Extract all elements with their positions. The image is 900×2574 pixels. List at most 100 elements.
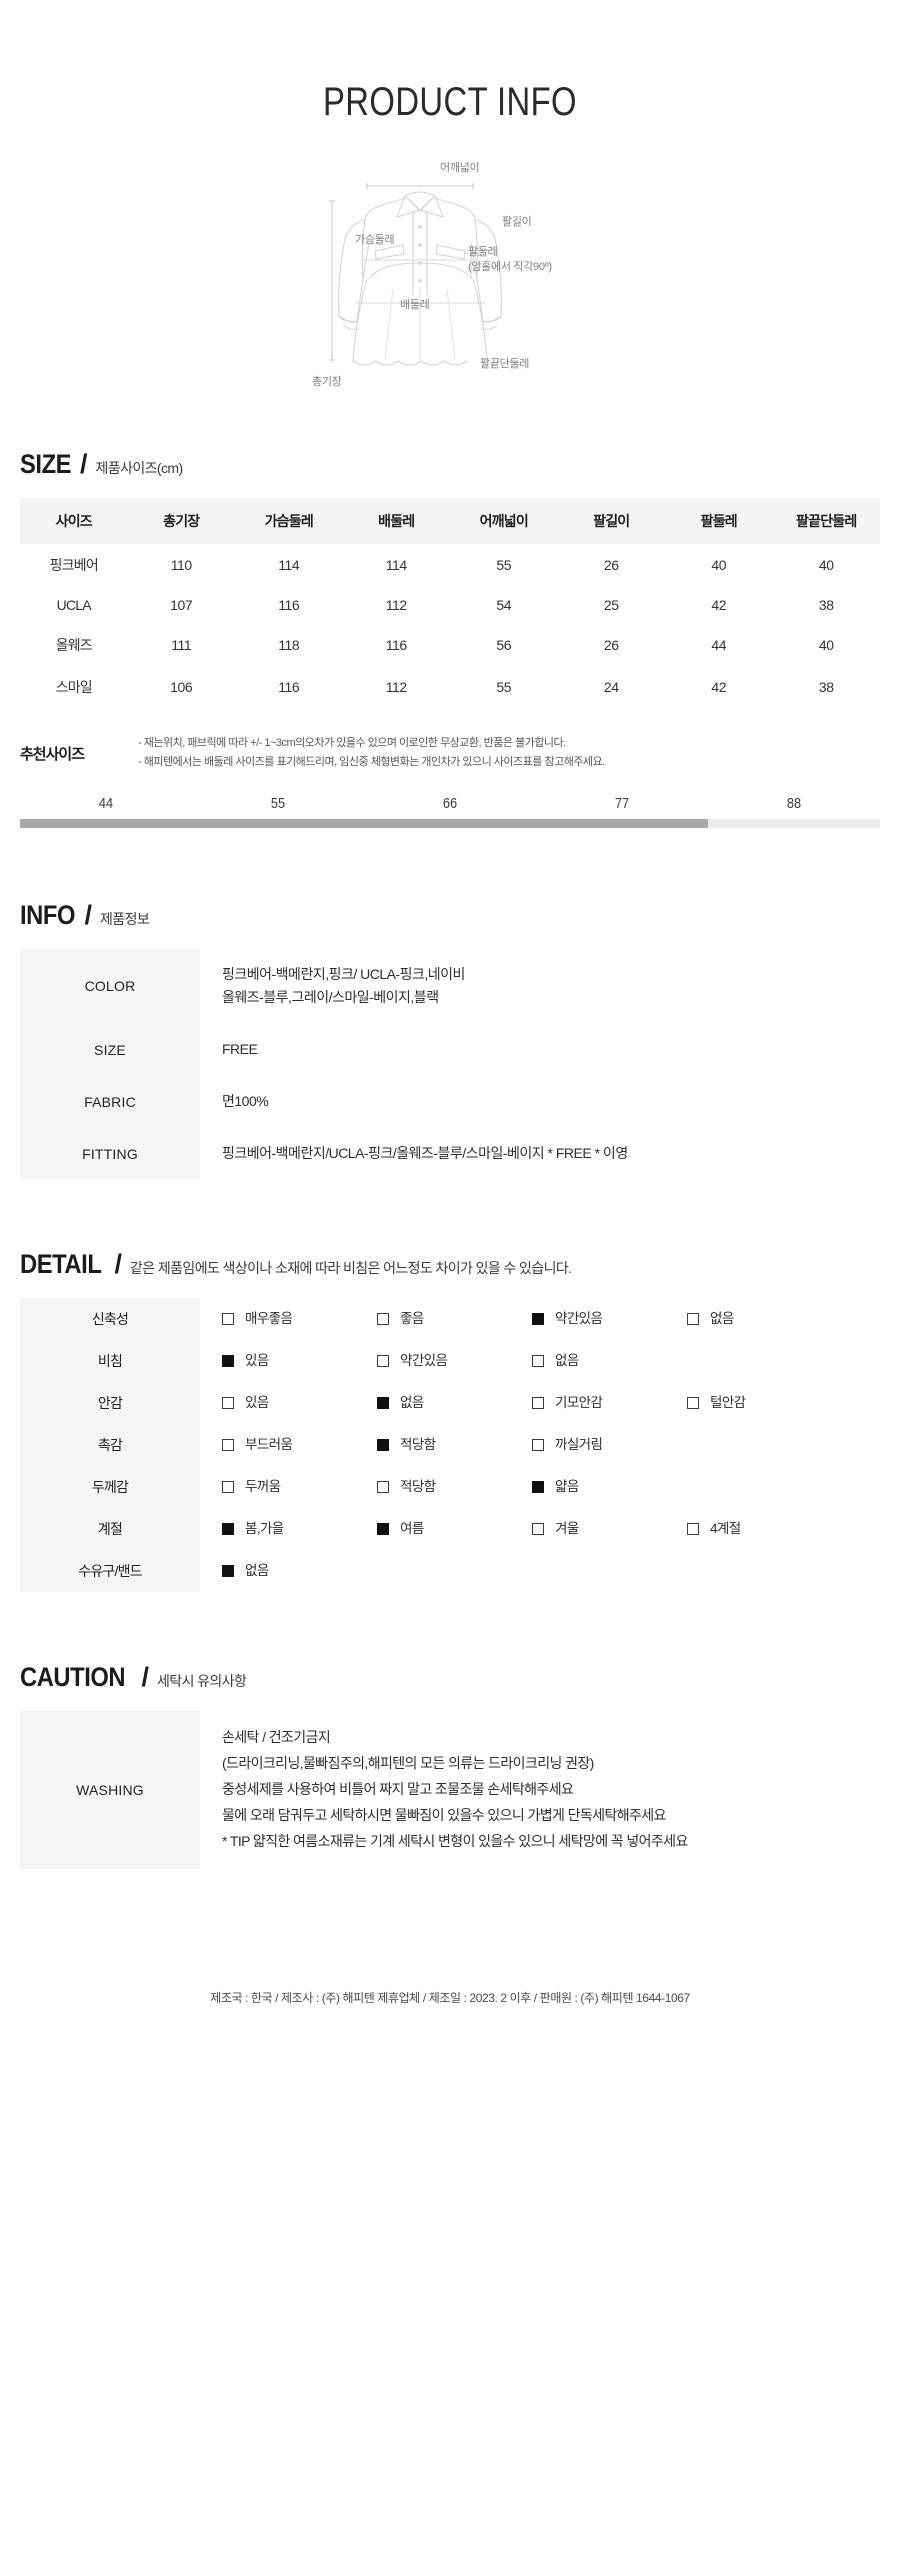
detail-row-options: 부드러움 적당함 까실거림 [200,1424,880,1466]
size-column-header: 팔길이 [557,498,665,544]
detail-option[interactable]: 얇음 [532,1476,687,1499]
detail-option[interactable]: 매우좋음 [222,1308,377,1331]
recommended-size-note: - 해피텐에서는 배둘레 사이즈를 표기해드리며, 임신중 체형변화는 개인차가… [138,756,605,769]
option-group: 두꺼움 적당함 얇음 [222,1476,880,1499]
checkbox-icon[interactable] [532,1439,544,1452]
checkbox-icon[interactable] [532,1397,544,1410]
checkbox-checked-icon[interactable] [532,1313,544,1326]
detail-option[interactable]: 까실거림 [532,1434,687,1457]
detail-option[interactable]: 약간있음 [377,1350,532,1373]
checkbox-icon[interactable] [222,1313,234,1326]
detail-option[interactable]: 기모안감 [532,1392,687,1415]
detail-option[interactable]: 없음 [687,1308,842,1331]
detail-option-label: 매우좋음 [245,1311,293,1327]
detail-option[interactable]: 털안감 [687,1392,842,1415]
size-scale-segment[interactable] [536,818,708,828]
detail-option[interactable]: 4계절 [687,1518,842,1541]
size-scale-segment[interactable] [364,818,536,828]
option-group: 있음 약간있음 없음 [222,1350,880,1373]
table-row: 비침 있음 약간있음 없음 [20,1340,880,1383]
table-row: FITTING 핑크베어-백메란지/UCLA-핑크/올웨즈-블루/스마일-베이지 … [20,1127,880,1180]
product-info-page: PRODUCT INFO [0,80,900,2005]
size-scale-segment[interactable] [20,818,192,828]
detail-option[interactable]: 두꺼움 [222,1476,377,1499]
checkbox-icon[interactable] [532,1355,544,1368]
size-cell: 55 [496,557,512,573]
checkbox-icon[interactable] [222,1397,234,1410]
size-scale-ticks: 44 55 66 77 88 [20,795,880,815]
checkbox-icon[interactable] [377,1481,389,1494]
detail-row-label: 안감 [20,1382,200,1425]
checkbox-icon[interactable] [222,1481,234,1494]
info-table: COLOR 핑크베어-백메란지,핑크/ UCLA-핑크,네이비 올웨즈-블루,그레이… [20,948,880,1180]
detail-option[interactable]: 없음 [222,1560,377,1583]
detail-option[interactable]: 있음 [222,1392,377,1415]
washing-line: 중성세제를 사용하여 비틀어 짜지 말고 조물조물 손세탁해주세요 [222,1781,574,1798]
info-row-label: COLOR [20,948,200,1025]
checkbox-icon[interactable] [377,1355,389,1368]
size-section: SIZE / 제품사이즈(cm) 사이즈 총기장 가슴둘레 배둘레 어깨넓이 팔길이 팔둘레… [0,449,900,828]
checkbox-icon[interactable] [377,1313,389,1326]
checkbox-icon[interactable] [532,1523,544,1536]
size-scale-segment[interactable] [708,818,880,828]
option-group: 있음 없음 기모안감 털안감 [222,1392,880,1415]
detail-option[interactable]: 좋음 [377,1308,532,1331]
table-row: 안감 있음 없음 기모안감 털안감 [20,1382,880,1425]
size-scale-segment[interactable] [192,818,364,828]
info-row-value: 핑크베어-백메란지,핑크/ UCLA-핑크,네이비 올웨즈-블루,그레이/스마일-… [200,949,880,1025]
detail-option[interactable]: 적당함 [377,1476,532,1499]
info-row-value: 핑크베어-백메란지/UCLA-핑크/올웨즈-블루/스마일-베이지 * FREE … [200,1128,880,1180]
info-section-heading: INFO / 제품정보 [0,900,900,931]
detail-option[interactable]: 약간있음 [532,1308,687,1331]
checkbox-checked-icon[interactable] [222,1355,234,1368]
size-cell: 42 [711,679,727,695]
info-value-line: 핑크베어-백메란지/UCLA-핑크/올웨즈-블루/스마일-베이지 * FREE … [222,1144,628,1161]
washing-line: * TIP 얇직한 여름소재류는 기계 세탁시 변형이 있을수 있으니 세탁망에… [222,1833,688,1850]
size-cell: 44 [711,637,727,653]
size-heading-main: SIZE [20,449,72,479]
detail-option-label: 없음 [400,1395,424,1411]
detail-option-label: 봄,가을 [245,1521,284,1537]
detail-option-label: 약간있음 [400,1353,448,1369]
recommended-size-label: 추천사이즈 [20,746,85,763]
checkbox-checked-icon[interactable] [377,1397,389,1410]
detail-option[interactable]: 부드러움 [222,1434,377,1457]
size-scale-tick: 44 [98,794,114,812]
detail-row-options: 매우좋음 좋음 약간있음 없음 [200,1298,880,1340]
checkbox-checked-icon[interactable] [532,1481,544,1494]
table-row: 계절 봄,가을 여름 겨울 4계절 [20,1508,880,1551]
detail-option[interactable]: 적당함 [377,1434,532,1457]
size-column-header: 팔끝단둘레 [772,498,880,544]
detail-option[interactable]: 봄,가을 [222,1518,377,1541]
checkbox-checked-icon[interactable] [377,1439,389,1452]
detail-option-label: 없음 [555,1353,579,1369]
detail-row-label: 비침 [20,1340,200,1383]
size-cell: 114 [278,557,300,573]
table-row: 신축성 매우좋음 좋음 약간있음 없음 [20,1298,880,1341]
checkbox-checked-icon[interactable] [222,1523,234,1536]
checkbox-icon[interactable] [687,1397,699,1410]
size-cell: 107 [170,597,193,613]
table-row: WASHING 손세탁 / 건조기금지 (드라이크리닝,물빠짐주의,해피텐의 모든… [20,1711,880,1869]
size-scale-bar: 44 55 66 77 88 [20,795,880,828]
detail-table-body: 신축성 매우좋음 좋음 약간있음 없음 비침 있음 약간있음 없음 안감 있음 없음 기모안감 털안감 촉감… [20,1298,880,1593]
detail-option[interactable]: 여름 [377,1518,532,1541]
checkbox-checked-icon[interactable] [222,1565,234,1578]
detail-option[interactable]: 없음 [532,1350,687,1373]
checkbox-icon[interactable] [687,1523,699,1536]
detail-option-label: 기모안감 [555,1395,603,1411]
detail-option[interactable]: 없음 [377,1392,532,1415]
detail-heading-main: DETAIL [20,1249,102,1280]
info-row-label: FITTING [20,1127,200,1180]
size-cell: 40 [818,637,834,653]
detail-option[interactable]: 겨울 [532,1518,687,1541]
checkbox-icon[interactable] [687,1313,699,1326]
diagram-label-sleeve-length: 팔길이 [502,216,532,228]
checkbox-icon[interactable] [222,1439,234,1452]
detail-option[interactable]: 있음 [222,1350,377,1373]
checkbox-checked-icon[interactable] [377,1523,389,1536]
info-table-body: COLOR 핑크베어-백메란지,핑크/ UCLA-핑크,네이비 올웨즈-블루,그레이… [20,948,880,1180]
detail-option-label: 까실거림 [555,1437,603,1453]
table-row: SIZE FREE [20,1024,880,1076]
size-cell: 38 [818,597,834,613]
